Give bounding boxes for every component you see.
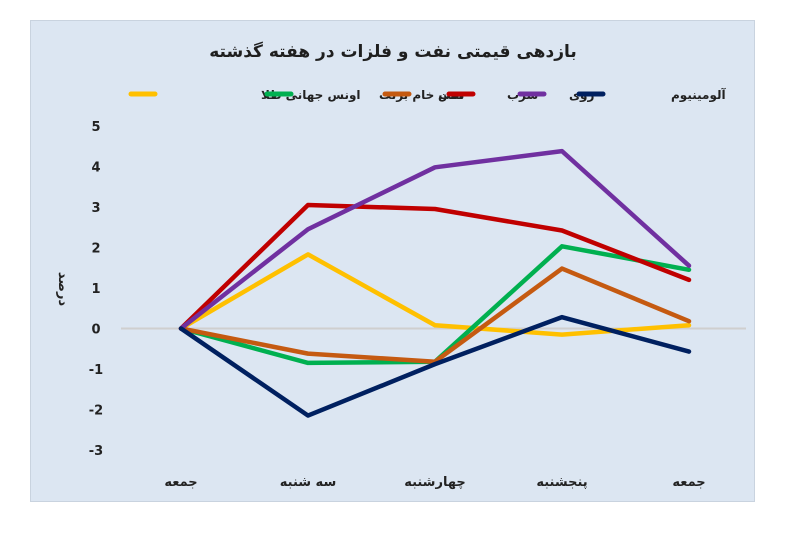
series-line (178, 252, 692, 337)
x-category-label: جمعه (672, 475, 705, 490)
chart-frame: بازدهی قیمتی نفت و فلزات در هفته گذشته ا… (30, 20, 755, 502)
y-tick-label: 5 (91, 120, 100, 135)
legend-item: آلومینیوم (576, 87, 726, 103)
y-tick-label: -3 (89, 444, 103, 459)
y-tick-label: 2 (91, 242, 100, 257)
line-chart: بازدهی قیمتی نفت و فلزات در هفته گذشته ا… (55, 41, 746, 490)
x-category-label: چهارشنبه (404, 475, 466, 490)
series-line (178, 202, 692, 331)
y-tick-label: 4 (91, 161, 100, 176)
y-tick-label: -2 (89, 404, 103, 419)
y-tick-label: 3 (91, 201, 100, 216)
series-line (178, 266, 692, 364)
x-category-label: پنجشنبه (536, 475, 587, 490)
chart-axes: 5 4 3 2 1 0 -1 -2 -3 جمعه سه شنبه چهارشنبه پنجشنبه جم… (89, 120, 746, 490)
y-tick-label: 1 (91, 282, 100, 297)
chart-title: بازدهی قیمتی نفت و فلزات در هفته گذشته (209, 41, 577, 62)
x-category-label: جمعه (164, 475, 197, 490)
legend-label: آلومینیوم (671, 87, 726, 103)
legend-item: اونس جهانی طلا (128, 88, 361, 103)
y-tick-label: -1 (89, 363, 103, 378)
x-category-label: سه شنبه (280, 475, 336, 490)
series-line (178, 148, 692, 331)
series-line (178, 314, 692, 418)
y-axis-title: درصد (55, 272, 70, 307)
y-tick-label: 0 (91, 323, 100, 338)
chart-series (178, 148, 692, 418)
